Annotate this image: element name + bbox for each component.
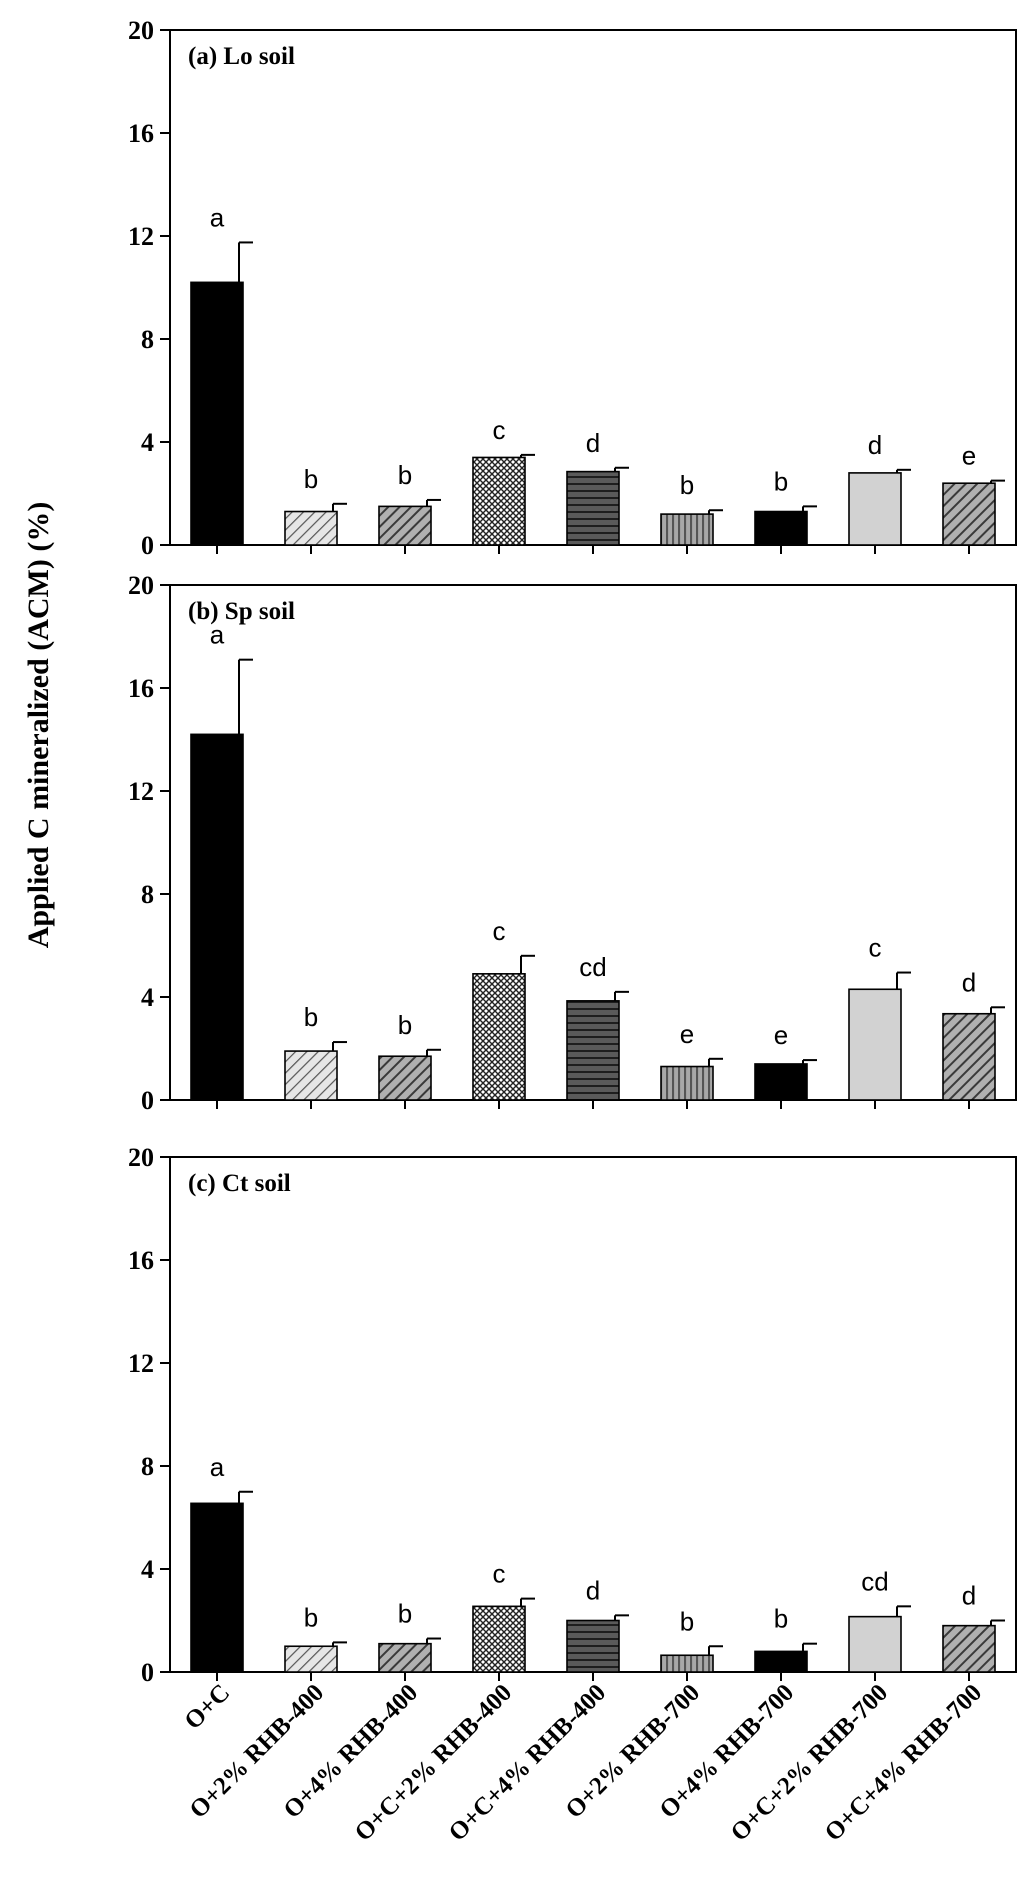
bar — [566, 1619, 620, 1673]
bar — [942, 1624, 996, 1673]
significance-label: c — [869, 933, 882, 963]
bar — [378, 1055, 432, 1101]
y-tick-label: 12 — [128, 777, 154, 806]
significance-label: d — [962, 967, 976, 997]
significance-label: e — [680, 1019, 694, 1049]
significance-label: c — [493, 415, 506, 445]
bar — [848, 988, 902, 1101]
bar — [378, 1642, 432, 1673]
significance-label: e — [774, 1020, 788, 1050]
x-category-label: O+C+2% RHB-700 — [726, 1679, 893, 1846]
significance-label: d — [868, 430, 882, 460]
x-category-label: O+C+4% RHB-700 — [820, 1679, 987, 1846]
y-tick-label: 4 — [141, 428, 154, 457]
bar — [284, 1050, 338, 1101]
significance-label: b — [398, 460, 412, 490]
significance-label: b — [398, 1599, 412, 1629]
significance-label: b — [680, 470, 694, 500]
significance-label: d — [962, 1581, 976, 1611]
y-tick-label: 8 — [141, 880, 154, 909]
y-tick-label: 4 — [141, 983, 154, 1012]
significance-label: e — [962, 441, 976, 471]
panel-a: 0 4 8 12 16 20 (a) Lo soil a b b c d b b d e — [128, 16, 1017, 560]
bar — [942, 482, 996, 546]
bar — [942, 1012, 996, 1101]
y-tick-label: 16 — [128, 1246, 154, 1275]
y-tick-label: 8 — [141, 325, 154, 354]
significance-label: b — [774, 466, 788, 496]
y-tick-label: 16 — [128, 674, 154, 703]
bar — [848, 472, 902, 546]
bar — [566, 1000, 620, 1101]
significance-label: c — [493, 916, 506, 946]
bar — [754, 1650, 808, 1673]
significance-label: b — [774, 1604, 788, 1634]
panel-title: (c) Ct soil — [188, 1170, 291, 1197]
bar — [660, 1654, 714, 1673]
significance-label: b — [398, 1010, 412, 1040]
bar — [660, 1065, 714, 1101]
y-tick-label: 20 — [128, 16, 154, 45]
significance-label: cd — [579, 952, 606, 982]
bar — [284, 1645, 338, 1673]
plot-frame — [169, 29, 1017, 546]
significance-label: b — [680, 1606, 694, 1636]
panel-title: (a) Lo soil — [188, 43, 295, 70]
x-category-label: O+C+2% RHB-400 — [350, 1679, 517, 1846]
y-tick-label: 4 — [141, 1555, 154, 1584]
bar — [190, 733, 244, 1101]
significance-label: cd — [861, 1566, 888, 1596]
bar — [190, 281, 244, 546]
bar — [472, 973, 526, 1101]
y-tick-label: 20 — [128, 571, 154, 600]
y-tick-label: 20 — [128, 1143, 154, 1172]
y-tick-label: 0 — [141, 531, 154, 560]
bar — [190, 1502, 244, 1673]
bar — [472, 1605, 526, 1673]
significance-label: a — [210, 620, 225, 650]
bar — [378, 505, 432, 546]
significance-label: a — [210, 202, 225, 232]
y-tick-label: 0 — [141, 1086, 154, 1115]
bar — [472, 456, 526, 546]
significance-label: d — [586, 428, 600, 458]
bar — [566, 470, 620, 546]
significance-label: b — [304, 1002, 318, 1032]
y-tick-label: 0 — [141, 1658, 154, 1687]
y-tick-label: 8 — [141, 1452, 154, 1481]
bar — [284, 510, 338, 546]
significance-label: a — [210, 1452, 225, 1482]
x-category-label: O+C — [180, 1679, 236, 1735]
y-tick-label: 16 — [128, 119, 154, 148]
significance-label: b — [304, 464, 318, 494]
bar — [848, 1615, 902, 1673]
significance-label: c — [493, 1559, 506, 1589]
panel-title: (b) Sp soil — [188, 598, 295, 625]
y-tick-label: 12 — [128, 1349, 154, 1378]
y-tick-label: 12 — [128, 222, 154, 251]
significance-label: d — [586, 1575, 600, 1605]
bar — [754, 1063, 808, 1101]
x-category-label: O+C+4% RHB-400 — [444, 1679, 611, 1846]
significance-label: b — [304, 1602, 318, 1632]
bar — [754, 510, 808, 546]
y-axis-label: Applied C mineralized (ACM) (%) — [22, 502, 55, 949]
bar — [660, 513, 714, 546]
